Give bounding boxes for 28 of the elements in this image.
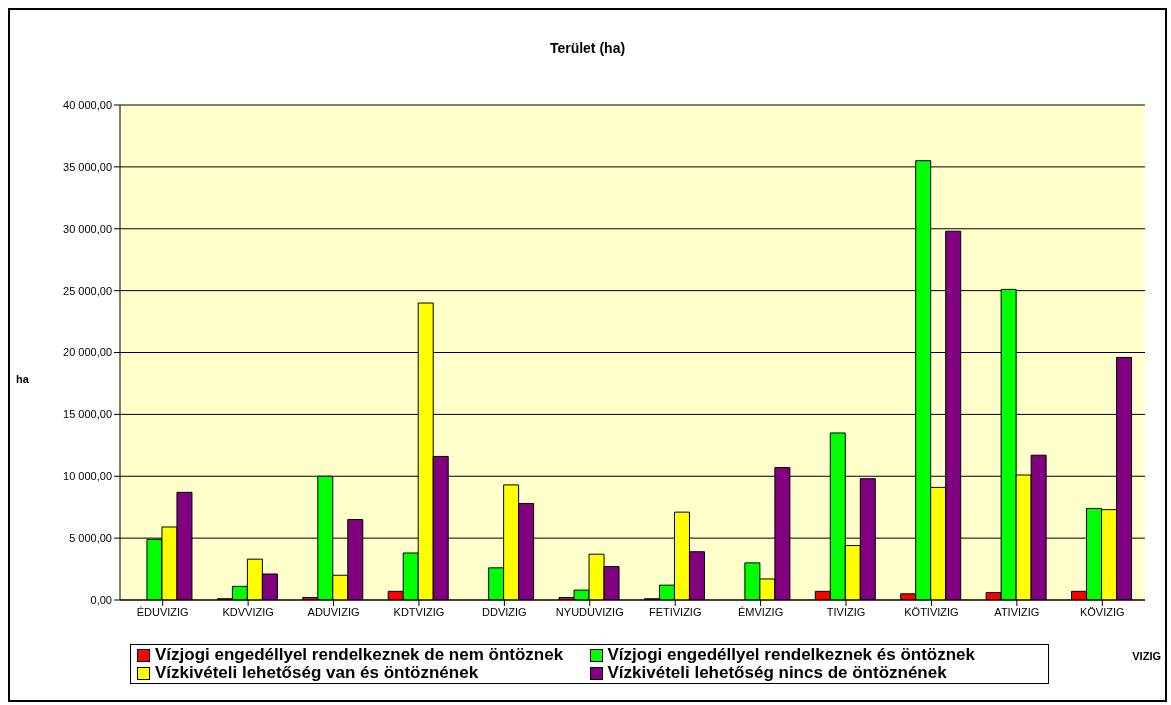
x-tick-label: ADUVIZIG [307,605,360,618]
x-tick-label: KÖVIZIG [1079,605,1125,618]
x-tick-label: TIVIZIG [826,605,866,618]
y-tick-label: 35 000,00 [63,160,112,173]
y-tick-label: 15 000,00 [63,408,112,421]
legend-label: Vízjogi engedéllyel rendelkeznek és öntöznek [607,645,976,664]
legend-label: Vízkivételi lehetőség van és öntöznének [155,663,479,682]
y-axis-title: ha [16,373,29,385]
x-tick-label: KÖTIVIZIG [904,605,959,618]
y-tick-label: 0,00 [90,593,112,606]
legend-label: Vízkivételi lehetőség nincs de öntöznének [607,663,947,682]
x-tick-label: KDTVIZIG [393,605,445,618]
x-tick-label: DDVIZIG [482,605,527,618]
x-tick-label: NYUDUVIZIG [555,605,624,618]
y-tick-label: 5 000,00 [69,532,112,545]
x-tick-label: ÉDUVIZIG [136,605,189,618]
y-tick-label: 30 000,00 [63,222,112,235]
x-axis-title: VIZIG [1132,650,1161,662]
y-tick-label: 25 000,00 [63,284,112,297]
x-tick-label: ÉMVIZIG [738,605,784,618]
chart-title: Terület (ha) [548,40,627,56]
x-tick-label: FETIVIZIG [648,605,702,618]
x-tick-label: ATIVIZIG [994,605,1040,618]
y-tick-label: 40 000,00 [63,98,112,111]
y-tick-label: 10 000,00 [63,470,112,483]
legend-label: Vízjogi engedéllyel rendelkeznek de nem öntöznek [155,645,564,664]
x-tick-label: KDVVIZIG [222,605,274,618]
y-tick-label: 20 000,00 [63,346,112,359]
